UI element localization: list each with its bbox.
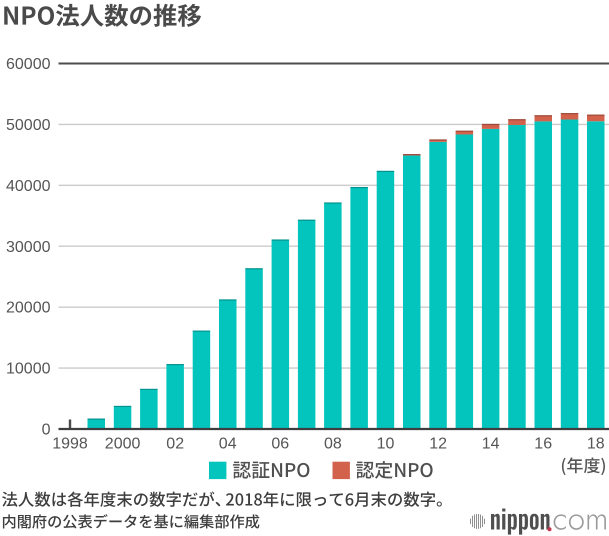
svg-text:50000: 50000 — [6, 117, 51, 134]
svg-text:10: 10 — [377, 436, 395, 453]
svg-text:20000: 20000 — [6, 300, 51, 317]
svg-text:10000: 10000 — [6, 361, 51, 378]
svg-text:04: 04 — [219, 436, 237, 453]
svg-text:0: 0 — [42, 422, 51, 439]
svg-text:2000: 2000 — [105, 436, 141, 453]
svg-text:60000: 60000 — [6, 56, 51, 73]
svg-text:40000: 40000 — [6, 178, 51, 195]
svg-text:1998: 1998 — [52, 436, 88, 453]
svg-text:08: 08 — [324, 436, 342, 453]
svg-text:14: 14 — [482, 436, 500, 453]
svg-text:06: 06 — [271, 436, 289, 453]
svg-text:30000: 30000 — [6, 239, 51, 256]
svg-text:16: 16 — [534, 436, 552, 453]
svg-text:18: 18 — [587, 436, 605, 453]
svg-text:12: 12 — [429, 436, 447, 453]
svg-text:02: 02 — [166, 436, 184, 453]
